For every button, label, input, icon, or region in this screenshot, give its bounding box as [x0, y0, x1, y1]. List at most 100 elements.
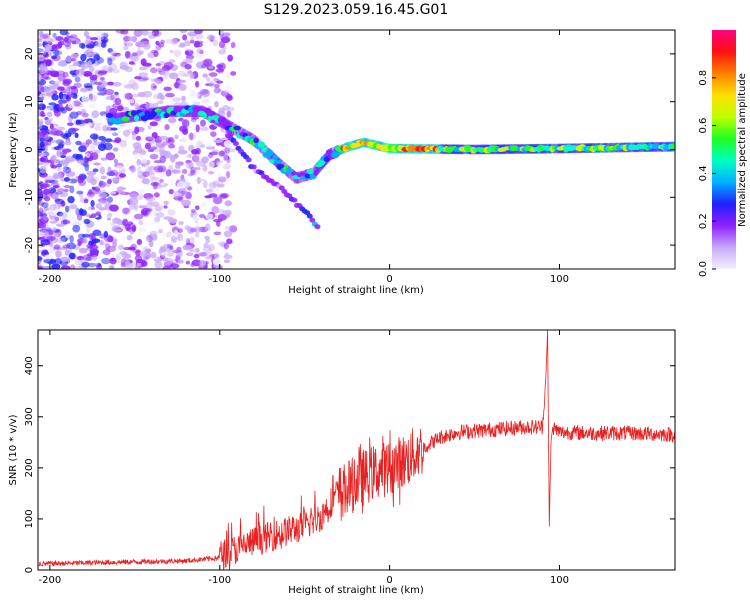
- spectrogram-speckle: [64, 139, 72, 146]
- spectrogram-speckle: [179, 42, 186, 48]
- spectrogram-speckle: [138, 72, 149, 78]
- spectrogram-speckle: [160, 39, 165, 45]
- spectrogram-speckle: [217, 176, 227, 183]
- spectrogram-speckle: [136, 158, 142, 166]
- spectrogram-speckle: [204, 223, 211, 232]
- spectrogram-speckle: [107, 81, 114, 86]
- spectrogram-speckle: [155, 79, 162, 85]
- spectrogram-speckle: [98, 181, 107, 188]
- spectrogram-speckle: [159, 155, 167, 164]
- spectrogram-speckle: [155, 63, 162, 67]
- spectrogram-speckle: [63, 40, 71, 48]
- spectrogram-speckle: [38, 48, 44, 53]
- spectrogram-y-tick-label: -10: [24, 189, 35, 205]
- spectrogram-speckle: [38, 31, 44, 37]
- spectrogram-speckle: [112, 132, 119, 137]
- spectrogram-speckle: [48, 105, 53, 110]
- spectrogram-speckle: [154, 216, 161, 223]
- spectrogram-speckle: [131, 224, 137, 232]
- spectrogram-speckle: [218, 107, 226, 114]
- spectrogram-speckle: [208, 93, 217, 99]
- spectrogram-speckle: [218, 40, 226, 49]
- spectrogram-speckle: [89, 144, 96, 152]
- spectrogram-speckle: [169, 263, 180, 269]
- spectrogram-speckle: [113, 158, 119, 164]
- spectrogram-speckle: [88, 232, 94, 241]
- spectrogram-speckle: [152, 93, 159, 100]
- spectrogram-branch: [291, 197, 298, 203]
- snr-x-tick-label: -100: [208, 575, 231, 586]
- spectrogram-speckle: [52, 83, 59, 89]
- spectrogram-speckle: [165, 169, 172, 177]
- spectrogram-speckle: [53, 109, 61, 117]
- spectrogram-speckle: [168, 179, 178, 188]
- spectrogram-speckle: [230, 71, 237, 76]
- spectrogram-speckle: [191, 149, 199, 155]
- spectrogram-speckle: [140, 209, 148, 216]
- spectrogram-speckle: [219, 33, 225, 42]
- spectrogram-ridge: [317, 159, 326, 166]
- spectrogram-speckle: [44, 207, 50, 212]
- spectrogram-speckle: [153, 165, 164, 173]
- spectrogram-speckle: [74, 259, 84, 266]
- spectrogram-speckle: [226, 93, 233, 102]
- spectrogram-speckle: [160, 70, 170, 76]
- spectrogram-speckle: [103, 230, 109, 238]
- spectrogram-speckle: [72, 153, 80, 159]
- spectrogram-speckle: [64, 205, 70, 213]
- spectrogram-speckle: [65, 171, 76, 177]
- spectrogram-speckle: [89, 103, 96, 109]
- spectrogram-speckle: [42, 213, 49, 221]
- spectrogram-speckle: [191, 259, 202, 267]
- spectrogram-speckle: [136, 238, 143, 246]
- spectrogram-speckle: [107, 48, 113, 53]
- spectrogram-speckle: [131, 132, 137, 141]
- spectrogram-speckle: [63, 188, 69, 193]
- spectrogram-speckle: [145, 31, 155, 36]
- spectrogram-speckle: [168, 189, 174, 195]
- spectrogram-speckle: [38, 265, 43, 269]
- spectrogram-speckle: [131, 55, 140, 64]
- spectrogram-speckle: [90, 206, 95, 210]
- spectrogram-speckle: [69, 204, 78, 210]
- spectrogram-speckle: [72, 62, 80, 67]
- spectrogram-speckle: [38, 115, 44, 122]
- spectrogram-speckle: [177, 80, 182, 84]
- snr-background: [38, 330, 675, 570]
- spectrogram-speckle: [143, 246, 148, 253]
- spectrogram-speckle: [179, 187, 185, 196]
- spectrogram-speckle: [136, 171, 142, 176]
- snr-frame: [37, 329, 676, 571]
- spectrogram-speckle: [214, 100, 219, 108]
- spectrogram-speckle: [166, 250, 175, 257]
- spectrogram-speckle: [168, 72, 179, 80]
- spectrogram-speckle: [194, 33, 204, 40]
- spectrogram-speckle: [122, 45, 129, 51]
- spectrogram-speckle: [48, 102, 57, 106]
- spectrogram-speckle: [222, 85, 233, 93]
- spectrogram-speckle: [172, 97, 182, 102]
- spectrogram-speckle: [53, 244, 61, 250]
- spectrogram-speckle: [227, 54, 233, 62]
- spectrogram-speckle: [106, 196, 114, 203]
- spectrogram-speckle: [163, 205, 168, 209]
- snr-y-ticks: 0 100 200 300 400: [24, 356, 675, 573]
- spectrogram-speckle: [93, 162, 101, 166]
- spectrogram-speckle: [106, 245, 117, 253]
- spectrogram-speckle: [39, 229, 50, 237]
- spectrogram-speckle: [52, 50, 63, 56]
- spectrogram-speckle: [185, 260, 191, 265]
- spectrogram-y-tick-label: 0: [24, 146, 35, 152]
- spectrogram-speckle: [75, 69, 85, 77]
- spectrogram-speckle: [58, 91, 64, 100]
- spectrogram-speckle: [230, 41, 236, 49]
- spectrogram-speckle: [86, 175, 95, 184]
- spectrogram-speckle: [122, 92, 131, 100]
- spectrogram-speckle: [116, 186, 127, 191]
- spectrogram-speckle: [149, 153, 159, 160]
- spectrogram-speckle: [51, 44, 58, 50]
- spectrogram-speckle: [207, 160, 215, 169]
- spectrogram-speckle: [168, 143, 176, 149]
- spectrogram-speckle: [44, 210, 54, 214]
- spectrogram-speckle: [97, 192, 108, 199]
